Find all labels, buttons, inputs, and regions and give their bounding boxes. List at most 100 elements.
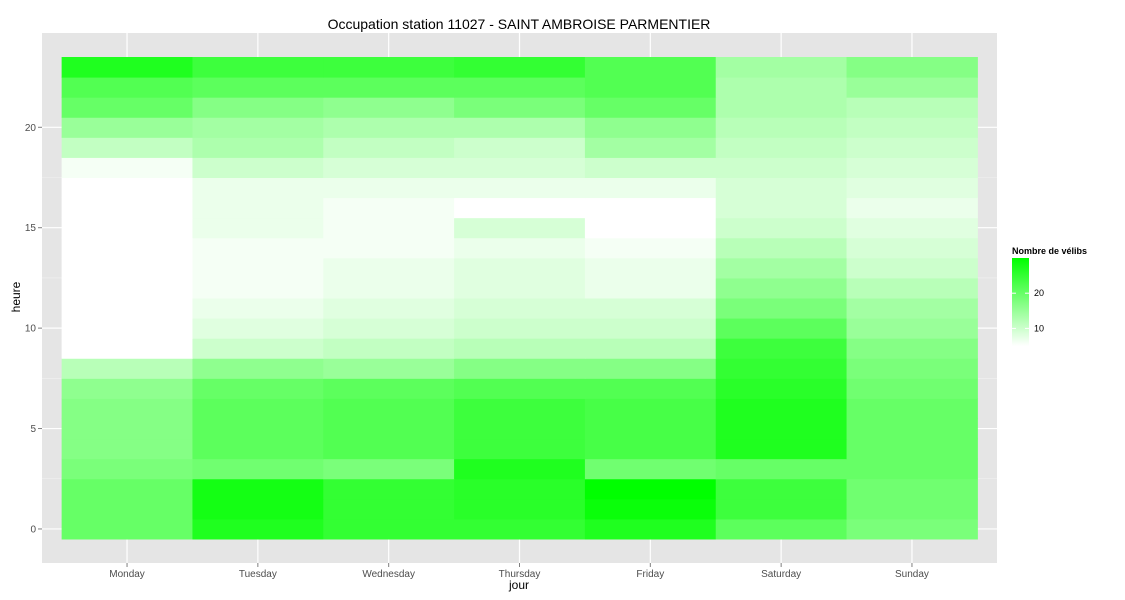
heatmap-cell: [323, 498, 455, 520]
heatmap-cell: [715, 57, 848, 78]
heatmap-cell: [323, 338, 455, 359]
heatmap-cell: [584, 117, 717, 138]
heatmap-cell: [715, 157, 848, 178]
heatmap-cell: [61, 378, 193, 399]
x-tick-label: Tuesday: [239, 569, 277, 580]
heatmap-cell: [192, 257, 324, 279]
heatmap-cell: [715, 97, 848, 118]
heatmap-cell: [454, 338, 586, 359]
heatmap-cell: [61, 57, 193, 78]
heatmap-cell: [192, 197, 324, 219]
heatmap-cell: [454, 478, 586, 500]
heatmap-cell: [192, 117, 324, 138]
heatmap-cell: [846, 137, 978, 158]
heatmap-cell: [584, 137, 717, 158]
x-tick-label: Saturday: [761, 569, 801, 580]
y-tick-label: 15: [25, 223, 37, 234]
heatmap-cell: [323, 478, 455, 500]
chart-title: Occupation station 11027 - SAINT AMBROIS…: [328, 16, 711, 32]
heatmap-cell: [584, 338, 717, 359]
heatmap-cell: [323, 418, 455, 440]
heatmap-cell: [846, 257, 978, 279]
heatmap-cell: [715, 318, 848, 339]
y-tick-label: 5: [30, 424, 36, 435]
heatmap-cell: [454, 418, 586, 440]
heatmap-cell: [323, 217, 455, 239]
heatmap-cell: [192, 217, 324, 239]
heatmap-cell: [323, 358, 455, 379]
heatmap-cell: [715, 117, 848, 138]
heatmap-cell: [584, 438, 717, 460]
heatmap-cell: [323, 97, 455, 118]
heatmap-cells: [61, 57, 978, 540]
heatmap-cell: [323, 277, 455, 299]
heatmap-cell: [61, 217, 193, 239]
heatmap-cell: [192, 177, 324, 199]
heatmap-cell: [846, 217, 978, 239]
heatmap-cell: [323, 77, 455, 98]
heatmap-cell: [715, 458, 848, 480]
heatmap-cell: [454, 378, 586, 399]
heatmap-cell: [846, 438, 978, 460]
y-axis-ticks: 0 5 10 15 20: [25, 123, 42, 535]
heatmap-cell: [61, 298, 193, 319]
heatmap-cell: [715, 237, 848, 259]
heatmap-cell: [323, 57, 455, 78]
heatmap-cell: [454, 438, 586, 460]
heatmap-cell: [846, 318, 978, 339]
heatmap-cell: [61, 137, 193, 158]
heatmap-cell: [715, 358, 848, 379]
heatmap-cell: [192, 57, 324, 78]
heatmap-cell: [192, 378, 324, 399]
legend-title: Nombre de vélibs: [1012, 246, 1087, 256]
heatmap-cell: [846, 518, 978, 540]
heatmap-cell: [454, 318, 586, 339]
heatmap-cell: [192, 498, 324, 520]
heatmap-cell: [61, 97, 193, 118]
heatmap-cell: [454, 177, 586, 199]
heatmap-cell: [61, 418, 193, 440]
heatmap-cell: [323, 438, 455, 460]
heatmap-cell: [584, 518, 717, 540]
heatmap-cell: [454, 77, 586, 98]
heatmap-cell: [192, 318, 324, 339]
heatmap-cell: [846, 117, 978, 138]
heatmap-cell: [454, 458, 586, 480]
heatmap-cell: [323, 318, 455, 339]
heatmap-cell: [61, 197, 193, 219]
heatmap-cell: [715, 478, 848, 500]
heatmap-cell: [61, 478, 193, 500]
heatmap-cell: [715, 217, 848, 239]
heatmap-cell: [846, 498, 978, 520]
heatmap-cell: [192, 358, 324, 379]
heatmap-cell: [192, 438, 324, 460]
x-tick-label: Monday: [109, 569, 145, 580]
y-tick-label: 20: [25, 123, 37, 134]
heatmap-cell: [715, 518, 848, 540]
heatmap-cell: [61, 438, 193, 460]
heatmap-cell: [454, 57, 586, 78]
heatmap-cell: [584, 398, 717, 419]
heatmap-cell: [715, 338, 848, 359]
heatmap-cell: [192, 418, 324, 440]
y-tick-label: 10: [25, 324, 37, 335]
heatmap-cell: [323, 257, 455, 279]
heatmap-cell: [192, 518, 324, 540]
heatmap-cell: [454, 157, 586, 178]
heatmap-cell: [192, 157, 324, 178]
heatmap-cell: [715, 197, 848, 219]
heatmap-cell: [192, 398, 324, 419]
heatmap-cell: [846, 177, 978, 199]
heatmap-cell: [846, 237, 978, 259]
legend-tick-label: 10: [1034, 323, 1044, 333]
heatmap-cell: [584, 418, 717, 440]
heatmap-cell: [846, 197, 978, 219]
heatmap-cell: [846, 478, 978, 500]
heatmap-cell: [192, 478, 324, 500]
heatmap-cell: [846, 97, 978, 118]
x-tick-label: Thursday: [499, 569, 541, 580]
heatmap-cell: [584, 157, 717, 178]
heatmap-cell: [846, 77, 978, 98]
heatmap-cell: [715, 77, 848, 98]
heatmap-cell: [846, 458, 978, 480]
